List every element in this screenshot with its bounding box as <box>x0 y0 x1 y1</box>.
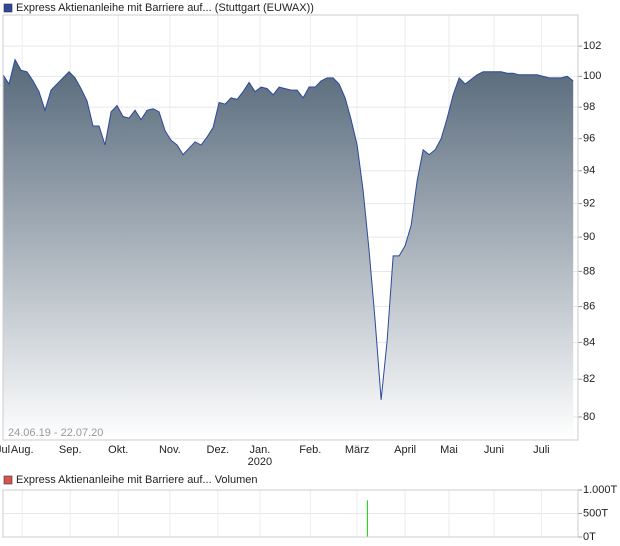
legend-swatch <box>3 475 13 485</box>
y-tick-label: 86 <box>583 300 595 312</box>
y-tick-label: 1.000T <box>583 484 618 496</box>
x-tick-label: Aug. <box>11 444 34 456</box>
y-tick-label: 92 <box>583 198 595 210</box>
y-tick-label: 82 <box>583 373 595 385</box>
x-tick-label: Feb. <box>299 444 321 456</box>
y-tick-label: 100 <box>583 70 601 82</box>
y-tick-label: 0T <box>583 531 596 543</box>
x-tick-label: Juni <box>484 444 504 456</box>
y-tick-label: 500T <box>583 507 608 519</box>
legend-label: Express Aktienanleihe mit Barriere auf..… <box>16 474 258 486</box>
legend-swatch <box>3 3 13 13</box>
x-tick-label: Okt. <box>108 444 128 456</box>
y-tick-label: 88 <box>583 265 595 277</box>
x-tick-label: Jul <box>0 444 10 456</box>
x-tick-label: April <box>394 444 416 456</box>
x-tick-label: Juli <box>533 444 550 456</box>
y-tick-label: 96 <box>583 133 595 145</box>
x-tick-sublabel: 2020 <box>248 456 272 468</box>
x-tick-label: Jan. <box>249 444 270 456</box>
x-tick-label: März <box>345 444 369 456</box>
x-tick-label: Dez. <box>207 444 230 456</box>
y-tick-label: 94 <box>583 165 595 177</box>
y-tick-label: 80 <box>583 411 595 423</box>
y-tick-label: 98 <box>583 101 595 113</box>
y-tick-label: 102 <box>583 40 601 52</box>
legend-label: Express Aktienanleihe mit Barriere auf..… <box>16 2 314 14</box>
x-tick-label: Nov. <box>159 444 181 456</box>
volume-bar <box>366 500 369 537</box>
x-tick-label: Sep. <box>59 444 82 456</box>
x-tick-label: Mai <box>440 444 458 456</box>
y-tick-label: 90 <box>583 231 595 243</box>
plot-border <box>2 489 579 538</box>
price-line <box>2 58 574 400</box>
range-label: 24.06.19 - 22.07.20 <box>8 427 103 439</box>
y-tick-label: 84 <box>583 336 595 348</box>
area-fill <box>3 59 574 440</box>
plot-border <box>2 14 579 441</box>
